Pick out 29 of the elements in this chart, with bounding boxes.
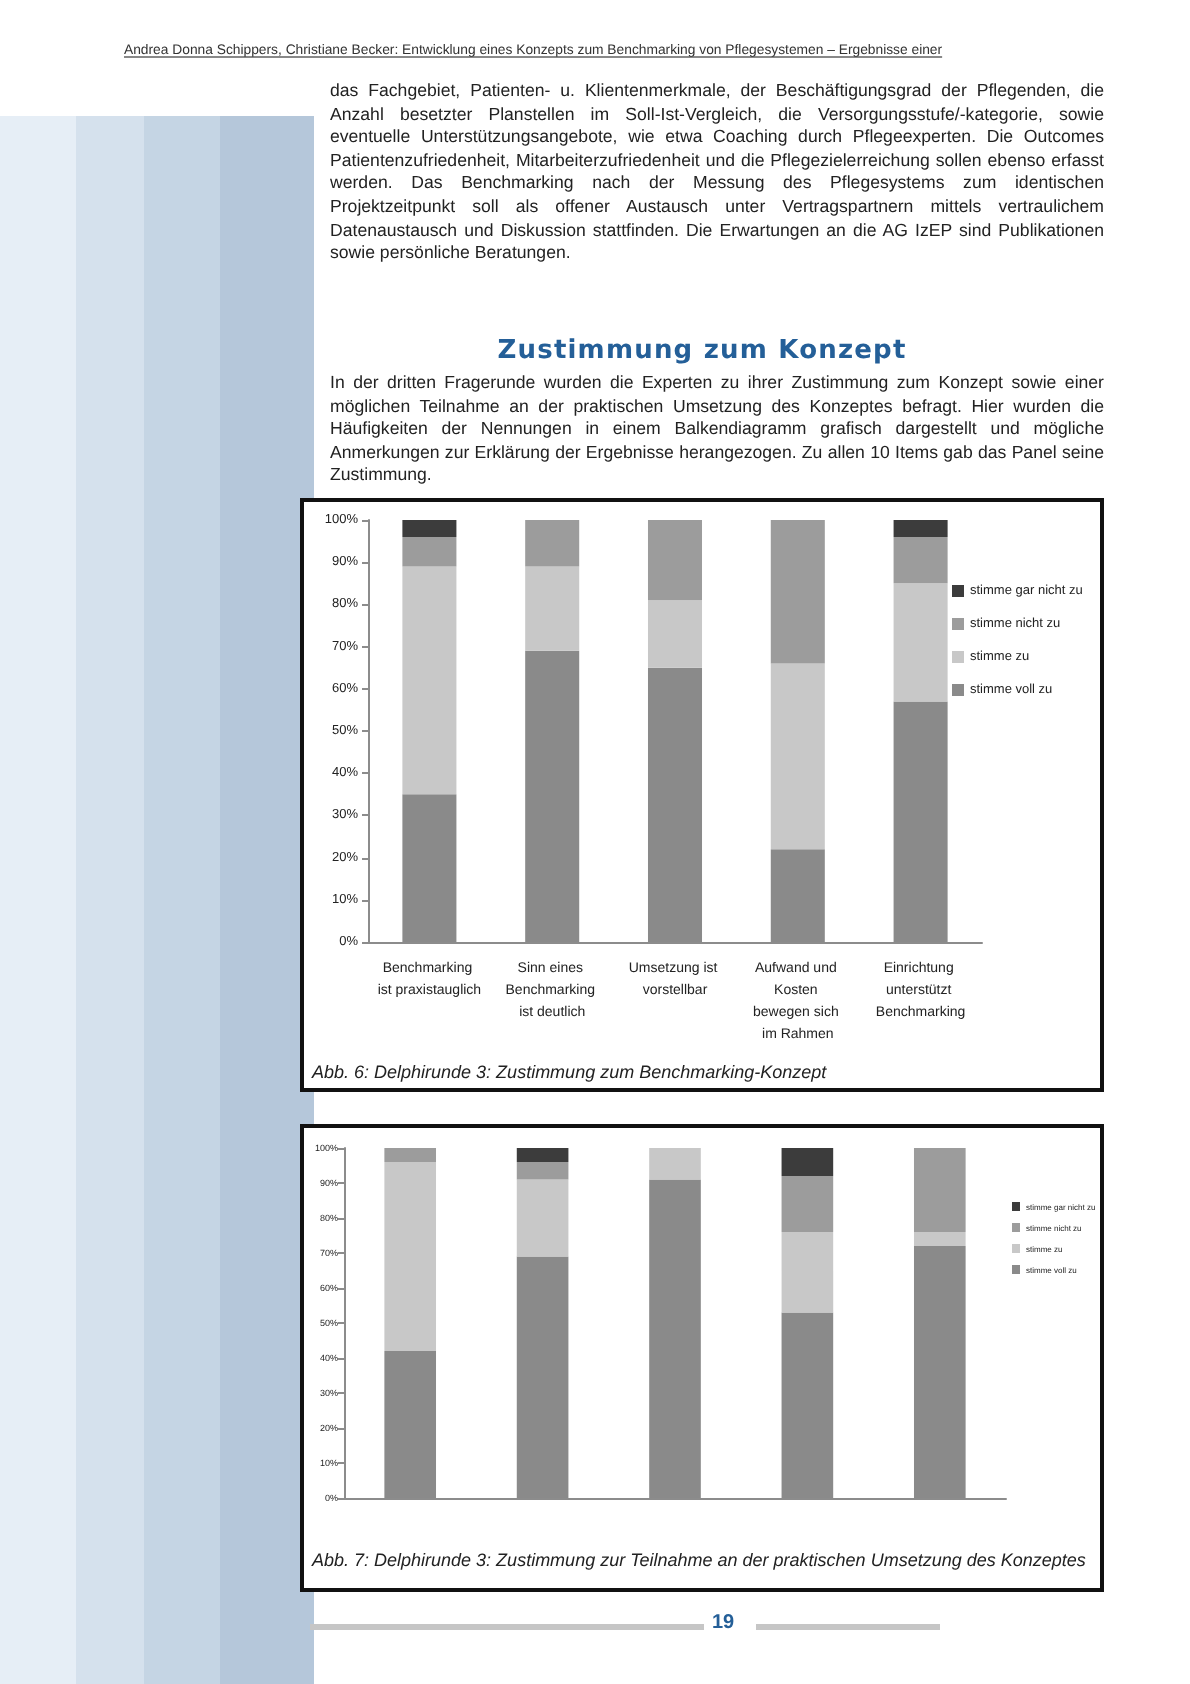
bar (525, 520, 580, 567)
bar (770, 520, 825, 664)
bar (402, 520, 457, 537)
bar (384, 1162, 437, 1351)
text: 19 (712, 1612, 735, 1634)
bar (781, 1176, 834, 1232)
bar (893, 520, 948, 537)
bar (402, 566, 457, 795)
bar (913, 1148, 966, 1232)
bar (516, 1179, 569, 1257)
bar (649, 1148, 701, 1180)
bar (647, 600, 703, 668)
bar (781, 1232, 834, 1313)
text: das Fachgebiet, Patienten- u. Klientenmerkmale, der Beschäftigungsgrad der Pflegenden, die Anzahl besetzter Planstellen im Soll-Ist-Vergleich, die Versorgungsstufe/-kategorie, sowie eventuelle Unterstützungsangebote, wie etwa Coaching durch Pflegeexperten. Die Outcomes Patientenzufriedenheit, Mitarbeiterzufriedenheit und die Pflegezielerreichung sollen ebenso erfasst werden. Das Benchmarking nach der Messung des Pflegesystems zum identischen Projektzeitpunkt soll als offener Austausch unter Vertragspartnern mittels vertraulichem Datenaustausch und Diskussion stattfinden. Die Erwartungen an die AG IzEP sind Publikationen sowie persönliche Beratungen. (330, 80, 1104, 266)
bar (516, 1148, 569, 1162)
bar (516, 1162, 569, 1180)
bar (893, 536, 948, 584)
chart-title: Zustimmung zum Konzept (495, 336, 909, 366)
bar (525, 566, 580, 651)
bar (893, 583, 948, 702)
bar (770, 663, 825, 850)
bar (647, 520, 703, 601)
caption: Abb. 7: Delphirunde 3: Zustimmung zur Teilnahme an der praktischen Umsetzung des Konzeptes (312, 1550, 1088, 1570)
bar (402, 536, 457, 567)
bar (913, 1232, 966, 1246)
bar (781, 1148, 834, 1176)
caption: Abb. 6: Delphirunde 3: Zustimmung zum Benchmarking-Konzept (312, 1062, 829, 1082)
text: In der dritten Fragerunde wurden die Experten zu ihrer Zustimmung zum Konzept sowie einer möglichen Teilnahme an der praktischen Umsetzung des Konzeptes befragt. Hier wurden die Häufigkeiten der Nennungen in einem Balkendiagramm grafisch dargestellt und mögliche Anmerkungen zur Erklärung der Ergebnisse herangezogen. Zu allen 10 Items gab das Panel seine Zustimmung. (330, 372, 1104, 488)
bar (384, 1148, 437, 1162)
